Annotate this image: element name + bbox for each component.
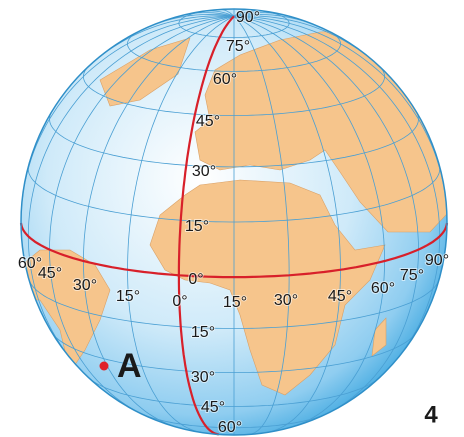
latitude-label: 30° (192, 163, 216, 180)
globe-outline (20, 8, 448, 436)
latitude-label: 60° (218, 419, 242, 436)
point-a-label: A (117, 347, 142, 385)
meridian (27, 15, 235, 376)
meridian (233, 15, 341, 433)
latitude-label: 45° (201, 399, 225, 416)
latitude-label: 15° (191, 324, 215, 341)
africa (149, 179, 386, 396)
meridian (49, 15, 235, 415)
latitude-label: 75° (226, 38, 250, 55)
longitude-label: 30° (73, 277, 97, 294)
longitude-label: 45° (38, 265, 62, 282)
longitude-label: 0° (172, 293, 187, 310)
point-a-dot (99, 361, 109, 371)
longitude-label: 30° (274, 292, 298, 309)
latitude-label: 15° (185, 218, 209, 235)
longitude-label: 90° (425, 252, 449, 269)
longitude-label: 15° (116, 288, 140, 305)
equator (19, 222, 449, 279)
prime-meridian (177, 15, 235, 436)
latitude-label: 30° (191, 369, 215, 386)
meridian (233, 15, 441, 376)
longitude-label: 15° (223, 294, 247, 311)
longitude-label: 60° (371, 280, 395, 297)
meridian (127, 15, 235, 433)
latitude-label: 45° (196, 113, 220, 130)
longitude-label: 75° (400, 267, 424, 284)
figure-number: 4 (424, 401, 438, 428)
longitude-label: 60° (18, 255, 42, 272)
latitude-label: 0° (188, 271, 203, 288)
meridian (233, 15, 419, 415)
coordinate-labels: 90°75°60°45°30°15°0°15°30°45°60°60°45°30… (17, 8, 450, 437)
madagascar (371, 317, 387, 357)
meridian (233, 15, 386, 428)
latitude-label: 60° (213, 71, 237, 88)
graticule (19, 8, 449, 436)
latitude-label: 90° (236, 9, 260, 26)
meridian (82, 15, 235, 428)
longitude-label: 45° (328, 288, 352, 305)
meridian (233, 16, 290, 435)
